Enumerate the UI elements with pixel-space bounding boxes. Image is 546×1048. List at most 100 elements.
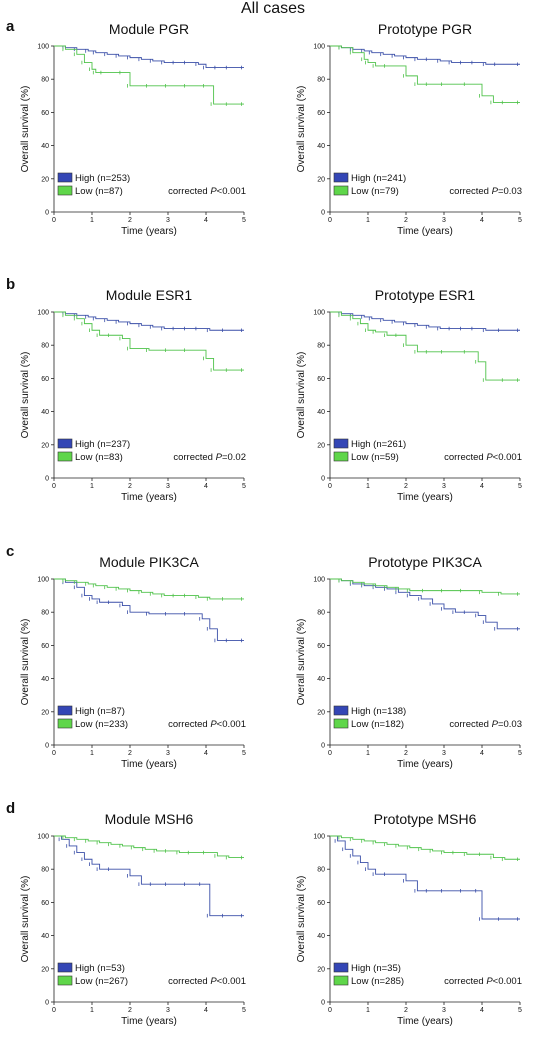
y-tick-label: 60 — [41, 376, 49, 383]
panel-letter-b: b — [6, 276, 16, 293]
y-tick-label: 0 — [321, 476, 325, 483]
km-chart-module-pik3ca: Module PIK3CA 0 20 40 60 80 100 0 1 2 3 4 5 Time (yea… — [20, 554, 246, 770]
y-tick-label: 20 — [41, 709, 49, 716]
y-tick-label: 100 — [313, 577, 325, 584]
legend-swatch-low — [57, 975, 73, 986]
y-tick-label: 0 — [45, 1000, 49, 1007]
y-tick-label: 20 — [317, 966, 325, 973]
p-value-value: <0.001 — [493, 976, 522, 987]
x-tick-label: 4 — [204, 1007, 208, 1014]
x-tick-label: 5 — [518, 483, 522, 490]
x-tick-label: 4 — [204, 217, 208, 224]
x-tick-label: 4 — [480, 483, 484, 490]
y-tick-label: 100 — [313, 310, 325, 317]
y-tick-label: 60 — [41, 643, 49, 650]
y-axis-label: Overall survival (%) — [296, 86, 307, 173]
p-value-symbol: P — [486, 976, 493, 987]
p-value-value: =0.03 — [498, 719, 522, 730]
y-axis-label: Overall survival (%) — [20, 352, 31, 439]
legend-swatch-high — [57, 172, 73, 183]
survival-curve-low — [330, 578, 520, 595]
x-tick-label: 5 — [518, 1007, 522, 1014]
y-tick-label: 80 — [41, 77, 49, 84]
chart-title: Prototype PGR — [378, 21, 472, 37]
x-tick-label: 5 — [242, 750, 246, 757]
p-value-prefix: corrected — [444, 976, 486, 987]
legend-label-low: Low (n=59) — [351, 452, 399, 463]
x-tick-label: 5 — [518, 217, 522, 224]
legend-label-high: High (n=138) — [351, 706, 406, 717]
legend-label-low: Low (n=79) — [351, 186, 399, 197]
x-tick-label: 0 — [52, 750, 56, 757]
y-tick-label: 80 — [41, 610, 49, 617]
p-value-prefix: corrected — [449, 719, 491, 730]
p-value-annotation: corrected P<0.001 — [168, 186, 246, 197]
x-tick-label: 0 — [328, 750, 332, 757]
y-tick-label: 60 — [41, 900, 49, 907]
y-tick-label: 20 — [41, 176, 49, 183]
y-tick-label: 0 — [45, 743, 49, 750]
x-tick-label: 2 — [128, 1007, 132, 1014]
legend-swatch-high — [57, 438, 73, 449]
p-value-value: <0.001 — [217, 186, 246, 197]
x-tick-label: 5 — [242, 483, 246, 490]
p-value-annotation: corrected P=0.03 — [449, 719, 522, 730]
x-tick-label: 1 — [90, 750, 94, 757]
legend-swatch-high — [333, 962, 349, 973]
survival-curve-high — [54, 835, 244, 917]
p-value-prefix: corrected — [168, 719, 210, 730]
p-value-symbol: P — [210, 719, 217, 730]
km-chart-prototype-msh6: Prototype MSH6 0 20 40 60 80 100 0 1 2 3 4 5 Time (ye… — [296, 811, 522, 1027]
legend-swatch-low — [333, 718, 349, 729]
x-tick-label: 3 — [442, 750, 446, 757]
x-tick-label: 3 — [166, 483, 170, 490]
chart-title: Module PIK3CA — [99, 554, 199, 570]
p-value-annotation: corrected P<0.001 — [168, 976, 246, 987]
x-axis-label: Time (years) — [397, 226, 453, 237]
survival-curve-high — [54, 311, 244, 331]
y-tick-label: 100 — [313, 44, 325, 51]
survival-curve-high — [54, 45, 244, 69]
km-chart-prototype-pgr: Prototype PGR 0 20 40 60 80 100 0 1 2 3 4 5 Time (yea… — [296, 21, 522, 237]
y-tick-label: 0 — [45, 476, 49, 483]
y-tick-label: 40 — [41, 143, 49, 150]
y-tick-label: 20 — [317, 176, 325, 183]
x-tick-label: 1 — [90, 1007, 94, 1014]
p-value-symbol: P — [216, 452, 223, 463]
y-tick-label: 100 — [313, 834, 325, 841]
panel-letter-d: d — [6, 800, 16, 817]
survival-curve-low — [54, 45, 244, 105]
x-tick-label: 3 — [442, 217, 446, 224]
km-chart-module-msh6: Module MSH6 0 20 40 60 80 100 0 1 2 3 4 5 Time (years… — [20, 811, 246, 1027]
y-axis-label: Overall survival (%) — [20, 619, 31, 706]
legend-label-low: Low (n=267) — [75, 976, 128, 987]
y-tick-label: 80 — [41, 343, 49, 350]
legend-label-low: Low (n=233) — [75, 719, 128, 730]
p-value-symbol: P — [492, 719, 499, 730]
x-tick-label: 4 — [204, 750, 208, 757]
y-tick-label: 100 — [37, 834, 49, 841]
legend-label-high: High (n=35) — [351, 963, 401, 974]
x-axis-label: Time (years) — [397, 1016, 453, 1027]
x-tick-label: 3 — [166, 217, 170, 224]
y-tick-label: 20 — [41, 966, 49, 973]
x-tick-label: 0 — [328, 483, 332, 490]
y-tick-label: 0 — [321, 1000, 325, 1007]
chart-title: Module MSH6 — [105, 811, 194, 827]
x-axis-label: Time (years) — [121, 492, 177, 503]
y-tick-label: 0 — [321, 743, 325, 750]
x-tick-label: 1 — [366, 750, 370, 757]
legend-label-low: Low (n=83) — [75, 452, 123, 463]
x-tick-label: 3 — [166, 750, 170, 757]
p-value-symbol: P — [210, 186, 217, 197]
y-tick-label: 100 — [37, 44, 49, 51]
y-tick-label: 40 — [317, 676, 325, 683]
x-tick-label: 2 — [404, 217, 408, 224]
x-tick-label: 4 — [480, 217, 484, 224]
y-axis-label: Overall survival (%) — [296, 619, 307, 706]
p-value-annotation: corrected P<0.001 — [444, 452, 522, 463]
p-value-value: <0.001 — [217, 976, 246, 987]
p-value-annotation: corrected P<0.001 — [444, 976, 522, 987]
y-tick-label: 0 — [321, 210, 325, 217]
x-axis-label: Time (years) — [121, 759, 177, 770]
